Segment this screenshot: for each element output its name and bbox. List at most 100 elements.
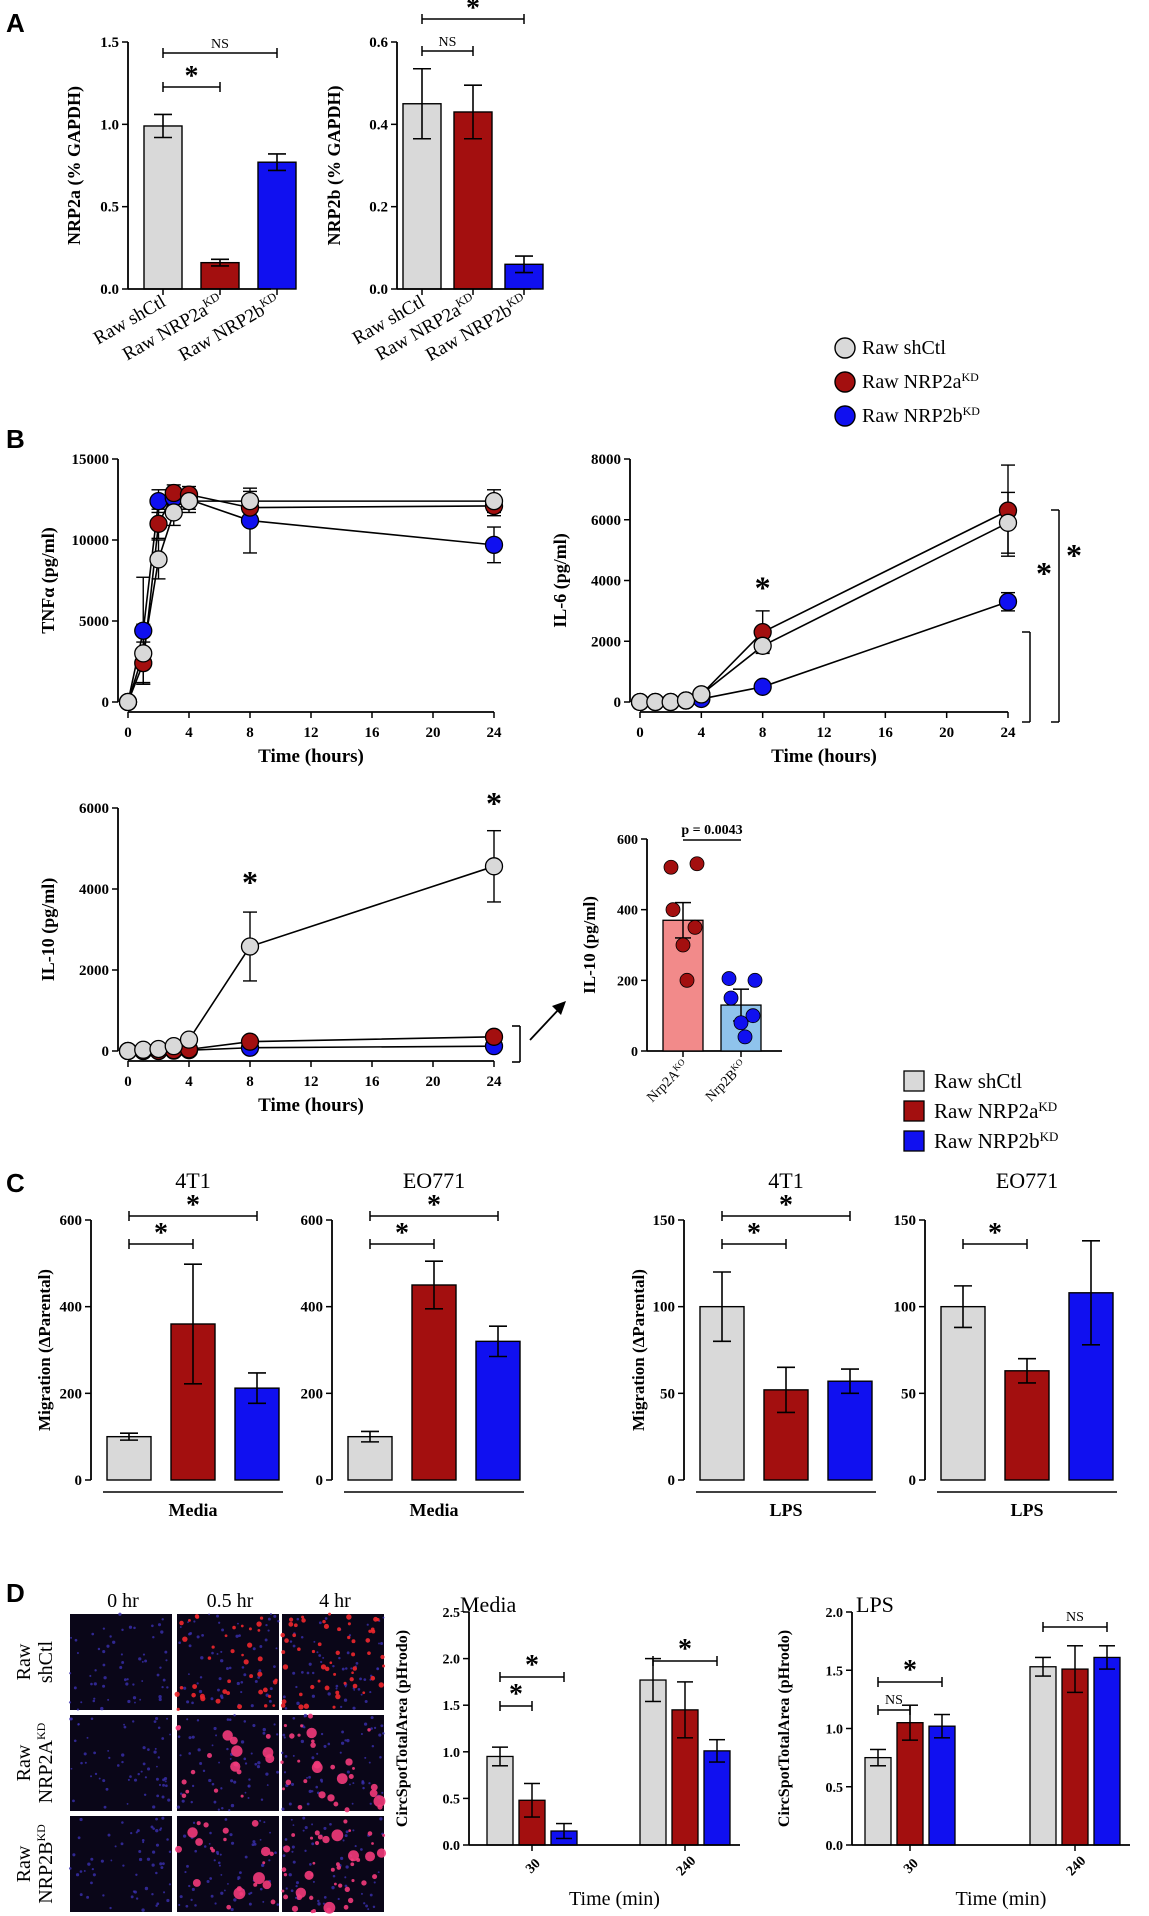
nucleus-dot <box>361 1781 365 1785</box>
phrodo-signal <box>188 1618 191 1622</box>
phrodo-signal <box>213 1788 219 1793</box>
nucleus-dot <box>178 1641 181 1645</box>
nucleus-dot <box>188 1644 192 1648</box>
x-tick-label: 12 <box>304 1074 319 1090</box>
panel-label-d: D <box>6 1578 25 1608</box>
nucleus-dot <box>80 1761 83 1765</box>
nucleus-dot <box>156 1673 160 1677</box>
nucleus-dot <box>110 1859 113 1862</box>
nucleus-dot <box>94 1669 97 1672</box>
data-point <box>692 685 711 704</box>
nucleus-dot <box>162 1862 165 1866</box>
nucleus-dot <box>300 1635 304 1639</box>
y-tick-label: 0.5 <box>100 200 119 216</box>
nucleus-dot <box>121 1821 124 1824</box>
nucleus-dot <box>79 1817 83 1822</box>
x-axis-label: Time (min) <box>956 1888 1047 1910</box>
nucleus-dot <box>302 1829 305 1832</box>
y-tick-label: 0.0 <box>826 1839 844 1854</box>
nucleus-dot <box>290 1818 293 1821</box>
nucleus-dot <box>267 1629 270 1632</box>
nucleus-dot <box>133 1778 138 1782</box>
phrodo-signal <box>351 1639 356 1644</box>
y-axis-label: CircSpotTotalArea (pHrodo) <box>776 1630 793 1827</box>
nucleus-dot <box>369 1893 373 1897</box>
bar <box>257 161 297 290</box>
nucleus-dot <box>133 1626 136 1630</box>
nucleus-dot <box>254 1762 258 1766</box>
nucleus-dot <box>93 1682 97 1686</box>
nucleus-dot <box>250 1704 254 1708</box>
phrodo-signal <box>338 1883 343 1888</box>
data-point <box>240 491 260 511</box>
phrodo-signal <box>361 1880 367 1886</box>
phrodo-signal <box>230 1761 241 1772</box>
nucleus-dot <box>233 1898 237 1902</box>
nucleus-dot <box>92 1699 96 1703</box>
nucleus-dot <box>75 1873 80 1877</box>
nucleus-dot <box>116 1764 120 1767</box>
panel-label-b: B <box>6 424 25 454</box>
nucleus-dot <box>156 1794 160 1798</box>
phrodo-signal <box>272 1704 276 1708</box>
nucleus-dot <box>194 1849 198 1853</box>
nucleus-dot <box>235 1634 239 1638</box>
nucleus-dot <box>151 1863 155 1867</box>
x-tick-label: 30 <box>523 1856 544 1877</box>
nucleus-dot <box>155 1777 159 1781</box>
phrodo-signal <box>306 1727 317 1739</box>
nucleus-dot <box>240 1690 243 1694</box>
nucleus-dot <box>122 1864 125 1867</box>
phrodo-signal <box>337 1627 341 1632</box>
nucleus-dot <box>102 1684 106 1688</box>
nucleus-dot <box>130 1832 133 1835</box>
nucleus-dot <box>337 1897 340 1901</box>
phrodo-signal <box>269 1851 274 1857</box>
micrograph-tile <box>175 1714 279 1812</box>
series-line <box>640 601 1009 703</box>
phrodo-signal <box>301 1618 306 1623</box>
nucleus-dot <box>250 1752 253 1755</box>
phrodo-signal <box>233 1887 246 1900</box>
phrodo-signal <box>224 1634 228 1638</box>
nucleus-dot <box>141 1839 145 1842</box>
significance-label: * <box>242 864 258 900</box>
nucleus-dot <box>244 1791 247 1794</box>
nucleus-dot <box>302 1816 306 1820</box>
nucleus-dot <box>276 1770 279 1774</box>
nucleus-dot <box>141 1660 144 1663</box>
y-tick-label: 1.5 <box>100 35 119 51</box>
nucleus-dot <box>368 1782 371 1785</box>
nucleus-dot <box>311 1694 316 1698</box>
nucleus-dot <box>240 1680 244 1684</box>
phrodo-signal <box>343 1819 348 1824</box>
y-axis-label: CircSpotTotalArea (pHrodo) <box>394 1630 411 1827</box>
nucleus-dot <box>340 1856 344 1860</box>
nucleus-dot <box>267 1617 271 1621</box>
nucleus-dot <box>127 1778 130 1781</box>
chart-title: 4T1 <box>175 1168 210 1193</box>
significance-label: * <box>1066 537 1082 573</box>
phrodo-signal <box>223 1837 227 1842</box>
nucleus-dot <box>311 1671 315 1675</box>
x-tick-label: 20 <box>426 725 441 741</box>
nucleus-dot <box>308 1789 312 1794</box>
nucleus-dot <box>188 1736 192 1740</box>
data-point <box>240 1032 260 1051</box>
nucleus-dot <box>152 1636 155 1639</box>
phrodo-signal <box>281 1889 285 1893</box>
phrodo-signal <box>310 1684 315 1690</box>
bar <box>143 125 183 290</box>
nucleus-dot <box>156 1765 158 1768</box>
phrodo-signal <box>237 1704 243 1710</box>
x-axis-label: Media <box>169 1500 218 1520</box>
micro-row-label: Raw <box>13 1845 35 1882</box>
nucleus-dot <box>220 1891 224 1895</box>
nucleus-dot <box>292 1644 296 1648</box>
nucleus-dot <box>316 1651 319 1654</box>
nucleus-dot <box>261 1864 264 1867</box>
nucleus-dot <box>343 1698 348 1702</box>
nucleus-dot <box>306 1671 310 1675</box>
phrodo-signal <box>330 1764 336 1770</box>
phrodo-signal <box>304 1870 314 1880</box>
